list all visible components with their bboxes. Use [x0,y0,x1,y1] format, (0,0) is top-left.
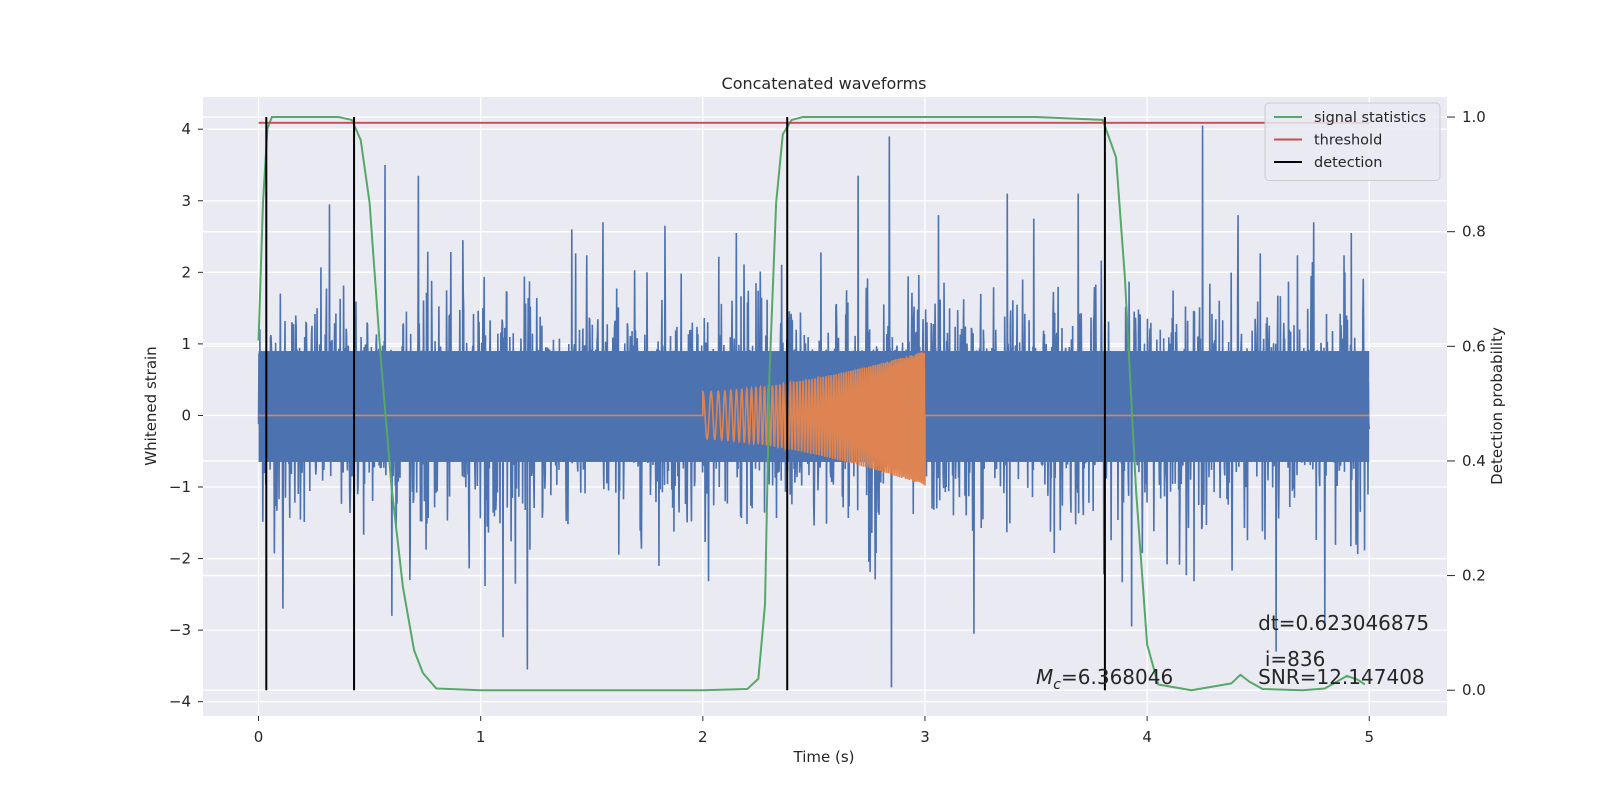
annotation-i: i=836 [1265,647,1326,671]
legend-label-signal_statistics: signal statistics [1314,110,1426,126]
legend-label-detection: detection [1314,155,1382,171]
y-tick-label: 0 [181,406,191,424]
y-tick-label: −2 [169,550,191,568]
legend-box [1264,102,1441,181]
annotation-mc: Mc=6.368046 [1036,665,1173,693]
annotation-math-subscript: c [1053,677,1061,693]
y2-tick-label: 0.4 [1462,452,1486,470]
y2-tick-label: 0.2 [1462,567,1486,585]
x-tick-label: 5 [1364,728,1374,746]
annotation-value: =6.368046 [1061,665,1173,689]
y-tick-label: −3 [169,621,191,639]
template-series-line [258,352,1370,486]
x-tick-label: 2 [698,728,708,746]
x-tick-label: 1 [476,728,486,746]
chart-title: Concatenated waveforms [722,74,927,93]
x-tick-label: 0 [254,728,264,746]
y-tick-label: 3 [181,192,191,210]
y2-tick-label: 0.0 [1462,681,1486,699]
annotation-snr: SNR=12.147408 [1258,665,1424,689]
y2-tick-label: 0.6 [1462,337,1486,355]
y2-tick-label: 0.8 [1462,223,1486,241]
x-axis-label: Time (s) [793,748,855,766]
y-tick-label: 4 [181,120,191,138]
series-layer [257,116,1371,692]
x-tick-label: 4 [1142,728,1152,746]
annotation-dt: dt=0.623046875 [1258,611,1429,635]
ticks: 0 1 2 3 4 5 −4 −3 −2 −1 0 1 2 3 4 0.0 0.2 0.4 0.6 0.8 1.0 [169,108,1486,746]
annotation-math-symbol: M [1036,665,1053,689]
annotations: Mc=6.368046 dt=0.623046875 i=836SNR=12.147… [1036,611,1429,693]
y-axis-label: Whitened strain [142,346,160,465]
y-tick-label: 2 [181,263,191,281]
y2-tick-label: 1.0 [1462,108,1486,126]
y2-axis-label: Detection probability [1488,327,1506,485]
signal-statistics-line [257,116,1366,692]
y-tick-label: 1 [181,335,191,353]
legend-label-threshold: threshold [1314,133,1382,149]
x-tick-label: 3 [920,728,930,746]
y-tick-label: −4 [169,693,191,711]
legend: signal statistics threshold detection [1264,102,1441,181]
y-tick-label: −1 [169,478,191,496]
